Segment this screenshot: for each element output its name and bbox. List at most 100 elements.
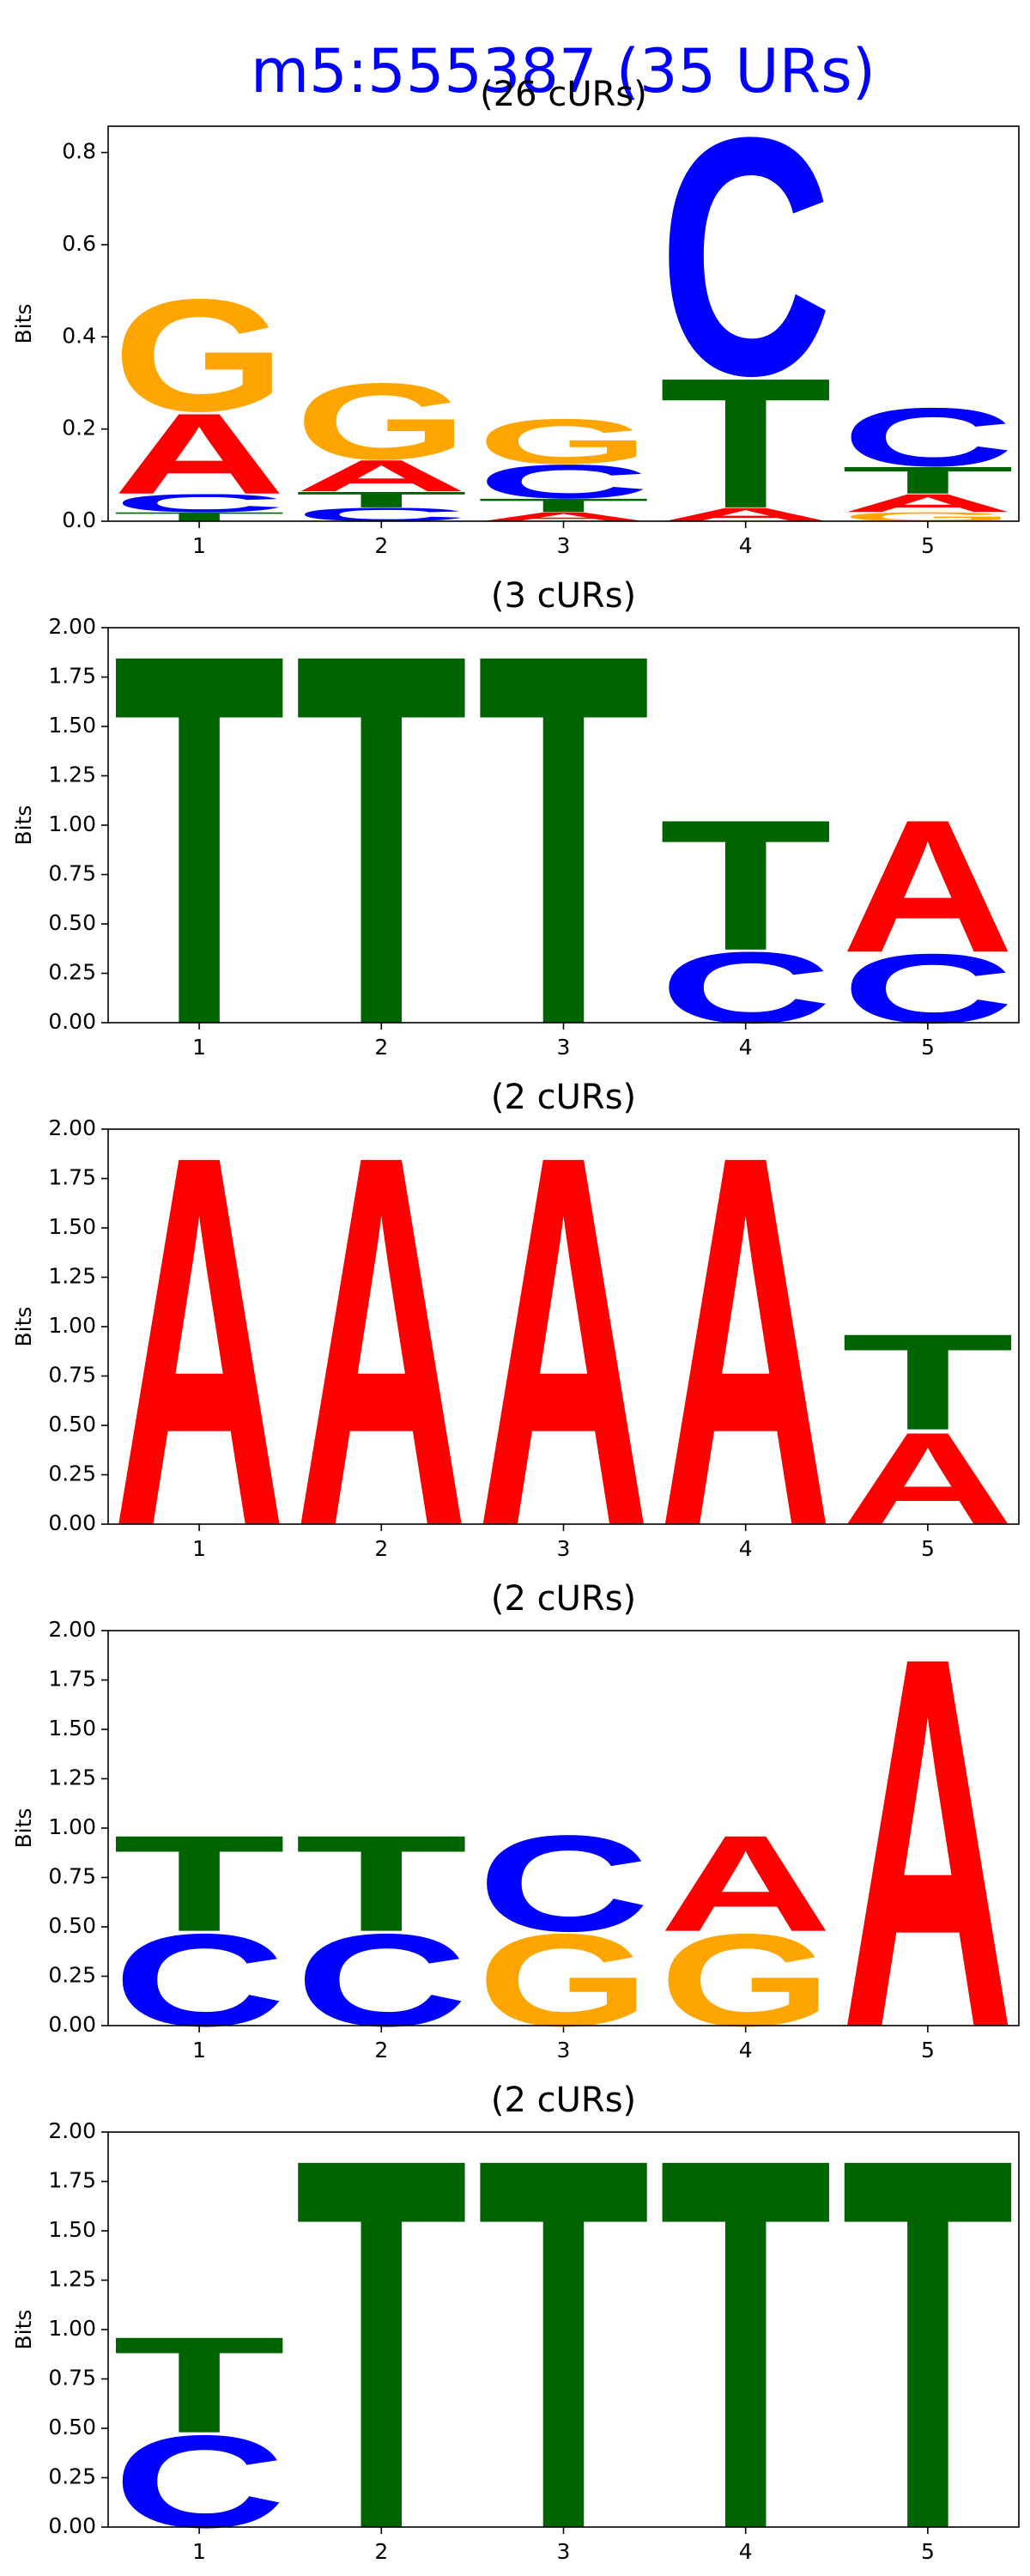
y-tick-label: 2.00 bbox=[48, 614, 96, 639]
logo-letter: T bbox=[659, 2047, 833, 2576]
logo-letter: T bbox=[112, 1807, 286, 1960]
logo-letter: A bbox=[295, 451, 469, 501]
y-tick-label: 0.4 bbox=[62, 323, 96, 348]
x-tick-label: 1 bbox=[192, 2038, 206, 2063]
y-tick-label: 0.0 bbox=[62, 507, 96, 532]
y-tick-label: 1.25 bbox=[48, 762, 96, 787]
y-tick-label: 0.25 bbox=[48, 960, 96, 985]
y-tick-label: 0.6 bbox=[62, 231, 96, 256]
logo-letter: A bbox=[112, 1044, 286, 1636]
logo-letter: C bbox=[841, 934, 1015, 1044]
logo-letter: A bbox=[477, 1044, 651, 1636]
logo-letter: T bbox=[295, 487, 469, 512]
x-tick-label: 5 bbox=[921, 2038, 935, 2063]
logo-letter: C bbox=[112, 1906, 286, 2053]
x-tick-label: 1 bbox=[192, 1536, 206, 1561]
x-tick-label: 4 bbox=[739, 1536, 753, 1561]
x-tick-label: 3 bbox=[557, 2539, 571, 2564]
logo-letter: A bbox=[841, 1546, 1015, 2137]
logo-letter: T bbox=[659, 339, 833, 547]
logo-letter: C bbox=[841, 391, 1015, 483]
y-tick-label: 1.75 bbox=[48, 664, 96, 689]
logo-letter: G bbox=[841, 510, 1015, 525]
logo-letter: G bbox=[477, 406, 651, 477]
x-tick-label: 2 bbox=[374, 2038, 388, 2063]
y-axis-label: Bits bbox=[11, 1307, 36, 1347]
logo-letter: A bbox=[841, 489, 1015, 517]
logo-letter: C bbox=[295, 1906, 469, 2053]
logo-letter: G bbox=[112, 266, 286, 445]
panel-title: (2 cURs) bbox=[491, 1078, 636, 1117]
logo-letter: C bbox=[659, 68, 833, 447]
x-tick-label: 4 bbox=[739, 2539, 753, 2564]
x-tick-label: 5 bbox=[921, 2539, 935, 2564]
y-axis-label: Bits bbox=[11, 805, 36, 846]
axes-frame bbox=[107, 1128, 1020, 1525]
y-tick-label: 0.25 bbox=[48, 1963, 96, 1988]
logo-letter: A bbox=[659, 1807, 833, 1960]
logo-letter: T bbox=[112, 510, 286, 525]
y-tick-label: 1.75 bbox=[48, 2168, 96, 2193]
axes-frame bbox=[107, 1630, 1020, 2026]
figure-title: m5:555387 (35 URs) bbox=[251, 36, 876, 106]
y-tick-label: 0.00 bbox=[48, 2513, 96, 2538]
y-tick-label: 0.8 bbox=[62, 139, 96, 164]
x-tick-label: 4 bbox=[739, 2038, 753, 2063]
panel-title: (26 cURs) bbox=[480, 75, 647, 114]
y-tick-label: 0.2 bbox=[62, 416, 96, 440]
y-tick-label: 0.00 bbox=[48, 1510, 96, 1535]
y-tick-label: 1.00 bbox=[48, 811, 96, 836]
logo-letter: T bbox=[841, 1306, 1015, 1459]
x-tick-label: 2 bbox=[374, 1035, 388, 1060]
y-tick-label: 1.00 bbox=[48, 1313, 96, 1338]
logo-letter: A bbox=[659, 1044, 833, 1636]
x-tick-label: 3 bbox=[557, 1536, 571, 1561]
logo-letter: A bbox=[841, 1405, 1015, 1552]
y-tick-label: 0.75 bbox=[48, 1363, 96, 1388]
logo-letter: A bbox=[841, 781, 1015, 993]
y-tick-label: 1.50 bbox=[48, 2217, 96, 2242]
y-tick-label: 0.25 bbox=[48, 2464, 96, 2489]
panel-title: (3 cURs) bbox=[491, 576, 636, 616]
x-tick-label: 5 bbox=[921, 533, 935, 558]
logo-letter: T bbox=[295, 2047, 469, 2576]
axes-frame bbox=[107, 2131, 1020, 2528]
axes-frame bbox=[107, 627, 1020, 1024]
logo-letter: G bbox=[477, 1906, 651, 2053]
panel-title: (2 cURs) bbox=[491, 2081, 636, 2120]
y-tick-label: 1.50 bbox=[48, 713, 96, 738]
y-tick-label: 0.75 bbox=[48, 2366, 96, 2391]
y-axis-label: Bits bbox=[11, 2310, 36, 2350]
logo-letter: T bbox=[477, 543, 651, 1134]
logo-letter: C bbox=[477, 454, 651, 508]
x-tick-label: 1 bbox=[192, 1035, 206, 1060]
logo-letter: T bbox=[659, 781, 833, 990]
logo-letter: T bbox=[295, 1807, 469, 1960]
x-tick-label: 1 bbox=[192, 533, 206, 558]
y-tick-label: 1.75 bbox=[48, 1667, 96, 1692]
logo-letter: T bbox=[841, 2047, 1015, 2576]
x-tick-label: 4 bbox=[739, 533, 753, 558]
x-tick-label: 5 bbox=[921, 1536, 935, 1561]
y-tick-label: 1.25 bbox=[48, 1765, 96, 1790]
y-tick-label: 2.00 bbox=[48, 1617, 96, 1642]
x-tick-label: 4 bbox=[739, 1035, 753, 1060]
logo-letter: T bbox=[112, 543, 286, 1134]
logo-letter: C bbox=[659, 931, 833, 1044]
logo-letter: C bbox=[112, 489, 286, 517]
logo-letter: G bbox=[659, 1906, 833, 2053]
y-tick-label: 1.00 bbox=[48, 2316, 96, 2341]
logo-letter: A bbox=[112, 390, 286, 519]
y-tick-label: 1.25 bbox=[48, 1264, 96, 1289]
logo-letter: G bbox=[295, 361, 469, 483]
y-tick-label: 0.75 bbox=[48, 1864, 96, 1889]
logo-letter: T bbox=[841, 459, 1015, 501]
x-tick-label: 3 bbox=[557, 2038, 571, 2063]
logo-letter: A bbox=[477, 510, 651, 525]
x-tick-label: 2 bbox=[374, 2539, 388, 2564]
y-tick-label: 0.00 bbox=[48, 2012, 96, 2037]
y-tick-label: 1.75 bbox=[48, 1165, 96, 1190]
y-tick-label: 2.00 bbox=[48, 1115, 96, 1140]
